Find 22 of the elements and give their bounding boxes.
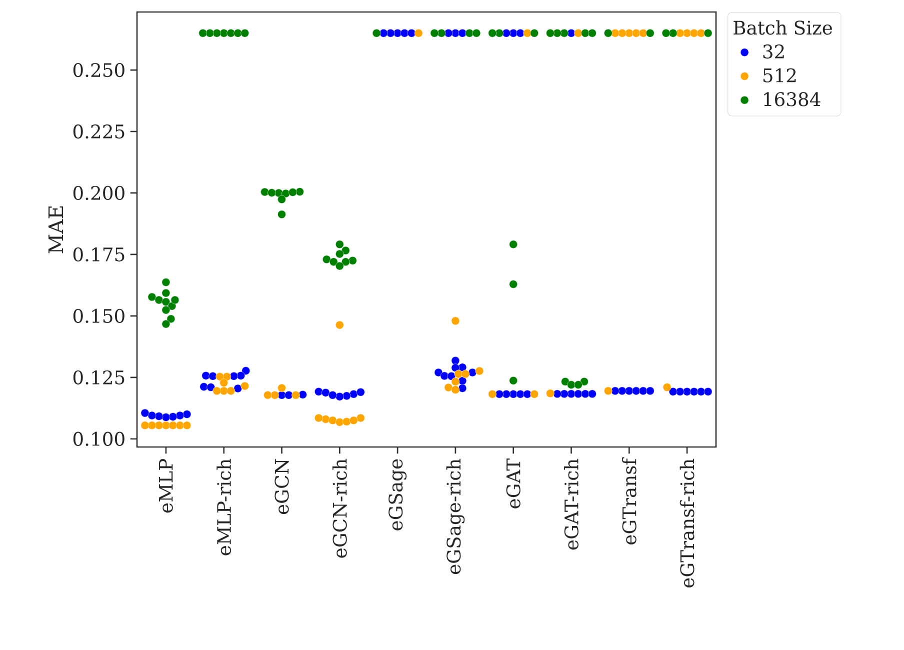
y-tick-label: 0.175 — [73, 247, 124, 262]
x-tick-label: eGCN-rich — [332, 458, 347, 558]
y-tick-label: 0.150 — [73, 308, 124, 323]
y-axis-title: MAE — [48, 206, 64, 254]
y-tick-label: 0.250 — [73, 62, 124, 78]
x-tick-label: eMLP-rich — [216, 458, 232, 556]
x-tick-label: eGTransf — [622, 457, 636, 544]
x-tick-label: eGAT — [506, 458, 520, 508]
y-tick-label: 0.100 — [73, 432, 124, 446]
x-tick-label: eGAT-rich — [564, 458, 578, 550]
legend-label: 512 — [763, 68, 796, 82]
y-tick-label: 0.125 — [73, 370, 124, 384]
y-tick-label: 0.200 — [73, 186, 124, 200]
y-tick-label: 0.225 — [73, 124, 124, 139]
legend-title: Batch Size — [734, 20, 832, 35]
legend-label: 32 — [763, 44, 784, 59]
x-tick-label: eGSage-rich — [446, 458, 465, 574]
x-tick-label: eGTransf-rich — [680, 458, 694, 588]
legend-label: 16384 — [764, 92, 820, 106]
x-tick-label: eGCN — [274, 459, 289, 514]
x-tick-label: eGSage — [388, 459, 407, 530]
x-tick-label: eMLP — [159, 459, 173, 513]
